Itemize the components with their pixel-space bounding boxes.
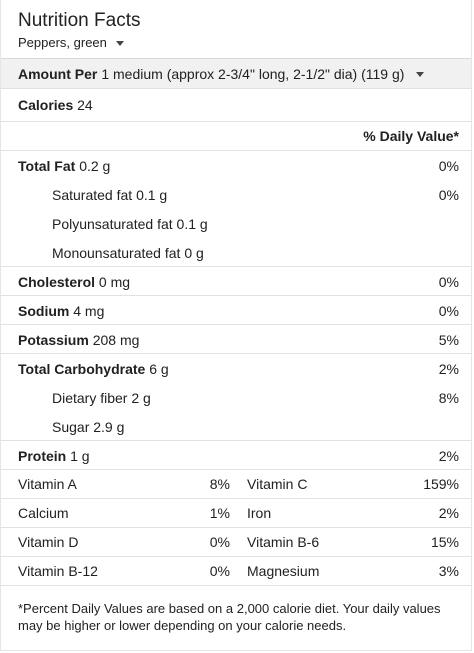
divider	[1, 498, 471, 499]
calories-row: Calories 24	[18, 97, 93, 113]
nutrient-label: Sugar	[52, 418, 90, 435]
nutrient-value: 1 g	[70, 447, 90, 464]
caret-down-icon	[416, 71, 425, 77]
divider	[1, 121, 471, 122]
nutrient-pct: 5%	[438, 331, 459, 348]
vitamin-name: Iron	[247, 505, 272, 521]
nutrient-row-dietary-fiber: Dietary fiber 2 g 8%	[1, 383, 471, 412]
divider	[1, 295, 471, 296]
nutrient-value: 6 g	[149, 360, 169, 377]
food-selector[interactable]: Peppers, green	[18, 35, 124, 50]
nutrient-row-sugar: Sugar 2.9 g	[1, 412, 471, 441]
vitamin-row: Vitamin B-12 0% Magnesium 3%	[1, 557, 471, 586]
nutrient-value: 2 g	[131, 389, 151, 406]
divider	[1, 469, 471, 470]
serving-size-value: 1 medium (approx 2-3/4" long, 2-1/2" dia…	[101, 65, 405, 82]
nutrient-label: Monounsaturated fat	[52, 244, 181, 261]
nutrient-value: 0 mg	[98, 273, 131, 290]
nutrient-row-saturated-fat: Saturated fat 0.1 g 0%	[1, 180, 471, 209]
panel-title: Nutrition Facts	[18, 10, 141, 31]
divider	[1, 58, 471, 59]
nutrient-row-cholesterol: Cholesterol 0 mg 0%	[1, 267, 471, 296]
nutrient-label: Total Carbohydrate	[18, 360, 146, 377]
nutrient-pct: 2%	[438, 360, 459, 377]
vitamin-name: Vitamin A	[18, 476, 77, 492]
vitamin-pct: 1%	[209, 505, 230, 521]
vitamin-pct: 0%	[209, 534, 230, 550]
nutrient-label: Cholesterol	[18, 273, 96, 290]
divider	[1, 353, 471, 354]
nutrient-value: 4 mg	[73, 302, 105, 319]
nutrient-pct: 0%	[438, 157, 459, 174]
vitamin-pct: 2%	[438, 505, 459, 521]
vitamin-row: Vitamin D 0% Vitamin B-6 15%	[1, 528, 471, 557]
vitamin-row: Vitamin A 8% Vitamin C 159%	[1, 470, 471, 499]
nutrient-pct: 0%	[438, 273, 459, 290]
divider	[1, 527, 471, 528]
divider	[1, 440, 471, 441]
nutrient-label: Potassium	[18, 331, 89, 348]
nutrient-row-total-carbohydrate: Total Carbohydrate 6 g 2%	[1, 354, 471, 383]
nutrient-row-monounsaturated-fat: Monounsaturated fat 0 g	[1, 238, 471, 267]
daily-value-footnote: *Percent Daily Values are based on a 2,0…	[18, 601, 441, 633]
nutrient-pct: 0%	[438, 302, 459, 319]
nutrient-value: 0.1 g	[176, 215, 208, 232]
vitamin-pct: 159%	[423, 476, 459, 492]
nutrient-row-potassium: Potassium 208 mg 5%	[1, 325, 471, 354]
nutrient-pct: 2%	[438, 447, 459, 464]
nutrient-label: Saturated fat	[52, 186, 133, 203]
vitamin-pct: 15%	[430, 534, 459, 550]
nutrient-value: 0 g	[184, 244, 204, 261]
nutrient-label: Polyunsaturated fat	[52, 215, 173, 232]
vitamin-name: Vitamin B-6	[247, 534, 320, 550]
nutrient-value: 0.2 g	[79, 157, 111, 174]
amount-per-label: Amount Per	[18, 65, 98, 82]
daily-value-header: % Daily Value*	[363, 128, 459, 144]
calories-label: Calories	[18, 97, 74, 113]
vitamin-row: Calcium 1% Iron 2%	[1, 499, 471, 528]
divider	[1, 150, 471, 151]
vitamin-name: Vitamin D	[18, 534, 79, 550]
food-name: Peppers, green	[18, 35, 107, 50]
divider	[1, 266, 471, 267]
nutrient-row-protein: Protein 1 g 2%	[1, 441, 471, 470]
nutrient-value: 208 mg	[92, 331, 140, 348]
nutrient-row-sodium: Sodium 4 mg 0%	[1, 296, 471, 325]
nutrient-value: 2.9 g	[93, 418, 125, 435]
vitamin-name: Vitamin C	[247, 476, 308, 492]
vitamin-pct: 8%	[209, 476, 230, 492]
vitamin-pct: 0%	[209, 563, 230, 579]
divider	[1, 88, 471, 89]
divider	[1, 585, 471, 586]
nutrient-label: Sodium	[18, 302, 70, 319]
nutrient-row-total-fat: Total Fat 0.2 g 0%	[1, 151, 471, 180]
divider	[1, 324, 471, 325]
calories-value: 24	[77, 97, 93, 113]
vitamin-name: Calcium	[18, 505, 69, 521]
divider	[1, 556, 471, 557]
nutrient-label: Dietary fiber	[52, 389, 128, 406]
nutrient-label: Protein	[18, 447, 67, 464]
nutrient-label: Total Fat	[18, 157, 76, 174]
caret-down-icon	[115, 40, 124, 46]
vitamin-name: Vitamin B-12	[18, 563, 98, 579]
vitamin-name: Magnesium	[247, 563, 320, 579]
nutrient-row-polyunsaturated-fat: Polyunsaturated fat 0.1 g	[1, 209, 471, 238]
serving-size-selector[interactable]: Amount Per 1 medium (approx 2-3/4" long,…	[1, 59, 471, 88]
nutrient-pct: 8%	[438, 389, 459, 406]
vitamin-pct: 3%	[438, 563, 459, 579]
nutrient-value: 0.1 g	[136, 186, 168, 203]
nutrient-pct: 0%	[438, 186, 459, 203]
